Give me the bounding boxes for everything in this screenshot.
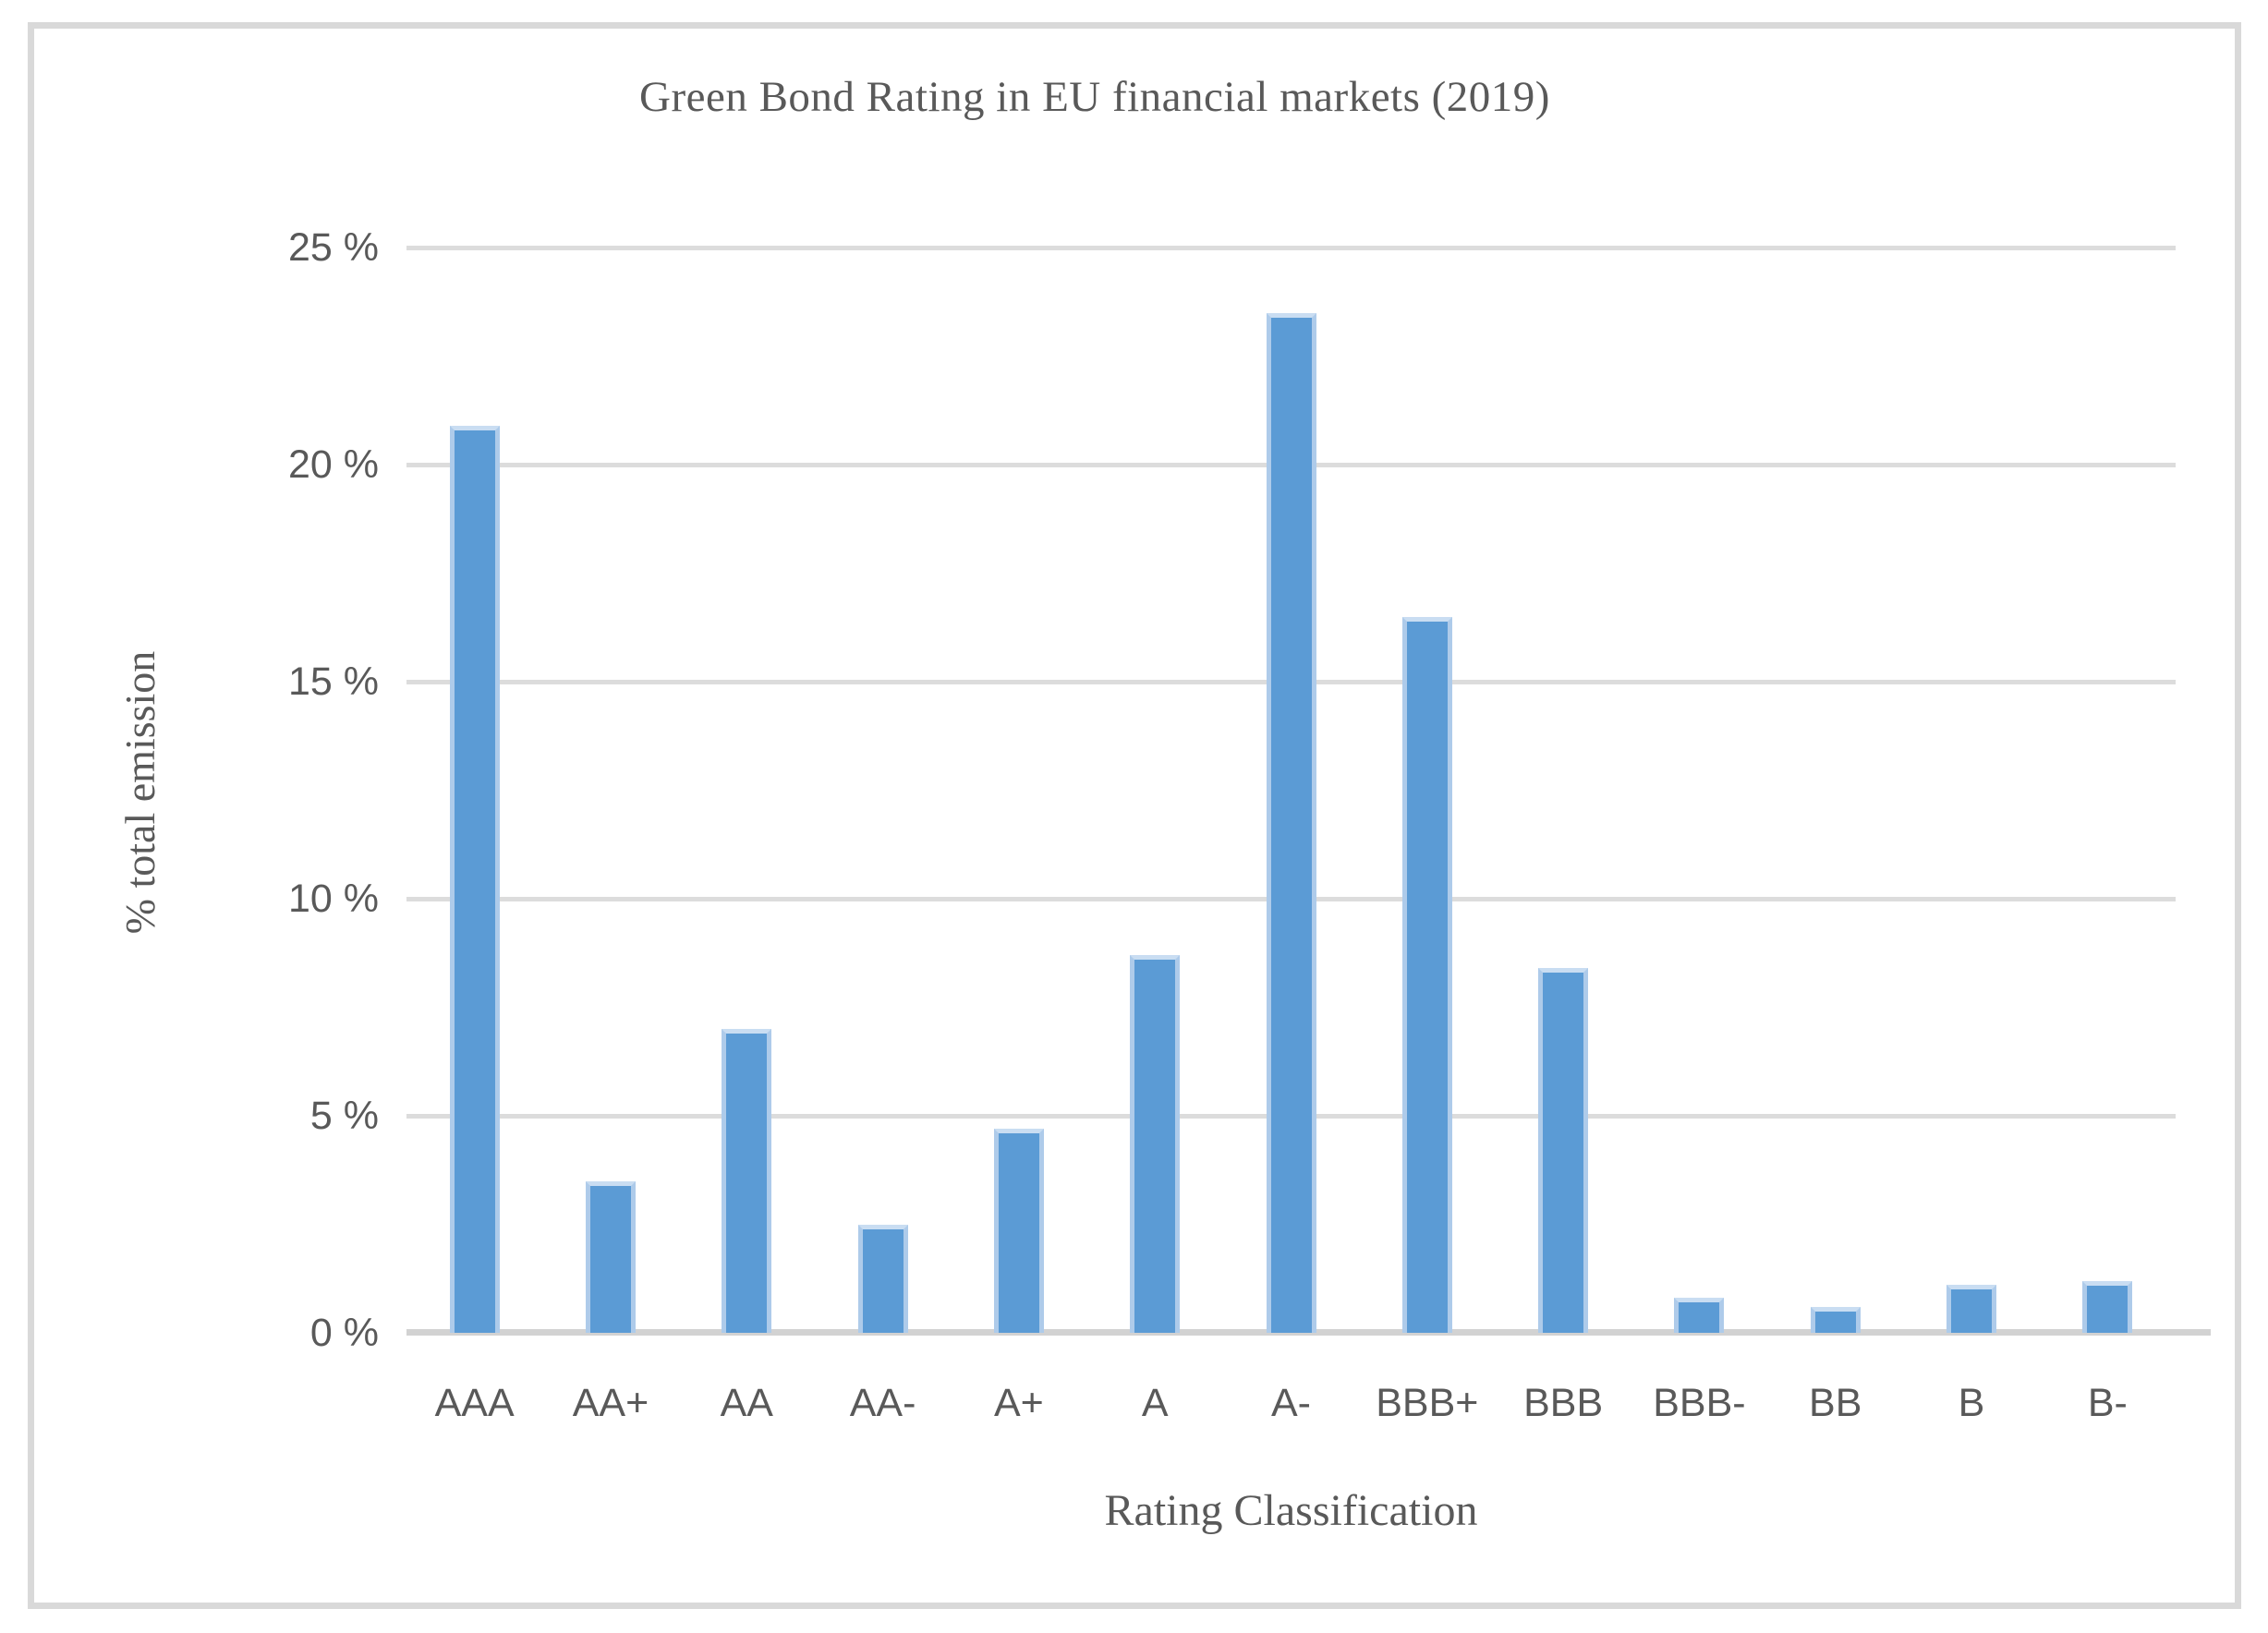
plot-area	[406, 246, 2212, 1336]
gridline-25pct	[406, 246, 2176, 250]
y-tick-label-5: 5 %	[309, 1094, 379, 1138]
bar-AA	[722, 1029, 772, 1333]
bar-A-	[1266, 312, 1316, 1333]
bar-BBB+	[1401, 616, 1452, 1333]
bar-A	[1130, 955, 1181, 1333]
y-tick-label-25: 25 %	[287, 225, 379, 270]
y-tick-label-10: 10 %	[287, 877, 379, 921]
chart-outer-border	[28, 22, 2241, 1609]
x-tick-label-A: A	[1141, 1381, 1169, 1425]
x-tick-label-AA-: AA-	[849, 1381, 916, 1425]
bar-B	[1947, 1285, 1997, 1333]
bar-BB	[1810, 1306, 1861, 1333]
x-tick-label-BB: BB	[1809, 1381, 1862, 1425]
bar-A+	[993, 1129, 1044, 1333]
bar-BBB	[1538, 968, 1589, 1333]
bar-AA-	[857, 1224, 908, 1333]
x-tick-label-BBB+: BBB+	[1376, 1381, 1479, 1425]
x-tick-label-B-: B-	[2087, 1381, 2128, 1425]
x-tick-label-BBB-: BBB-	[1653, 1381, 1746, 1425]
bar-AA+	[585, 1180, 636, 1333]
x-tick-label-BBB: BBB	[1523, 1381, 1604, 1425]
y-axis-title: % total emission	[116, 650, 164, 935]
chart-title: Green Bond Rating in EU financial market…	[639, 73, 1550, 121]
x-tick-label-AA: AA	[720, 1381, 773, 1425]
x-tick-label-AAA: AAA	[434, 1381, 515, 1425]
x-tick-label-AA+: AA+	[572, 1381, 649, 1425]
x-tick-label-A-: A-	[1270, 1381, 1311, 1425]
y-tick-label-15: 15 %	[287, 659, 379, 704]
bar-B-	[2082, 1280, 2133, 1333]
y-tick-label-20: 20 %	[287, 442, 379, 487]
x-tick-label-B: B	[1958, 1381, 1985, 1425]
x-axis-title: Rating Classification	[1104, 1486, 1478, 1535]
bar-BBB-	[1674, 1298, 1725, 1333]
y-tick-label-0: 0 %	[309, 1311, 379, 1355]
x-tick-label-A+: A+	[993, 1381, 1044, 1425]
bar-AAA	[449, 425, 500, 1333]
